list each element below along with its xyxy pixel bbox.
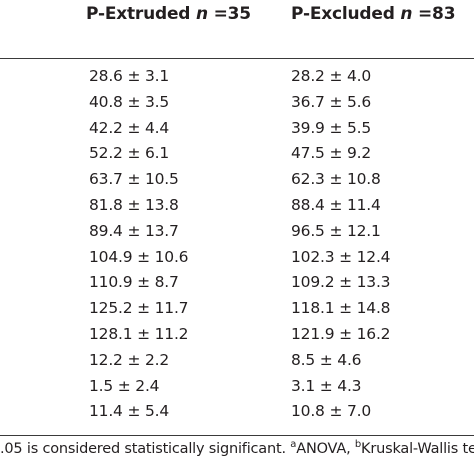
cell-p-excluded-value: 88.4 ± 11.4 (291, 195, 381, 214)
table-row: 12.2 ± 2.2 8.5 ± 4.6 (0, 348, 474, 374)
footnote-anova-text: ANOVA, (296, 441, 355, 457)
cell-p-extruded-value: 128.1 ± 11.2 (89, 324, 189, 343)
table-row: 1.5 ± 2.4 3.1 ± 4.3 (0, 374, 474, 400)
cell-p-excluded-value: 10.8 ± 7.0 (291, 402, 372, 421)
cell-p-excluded-value: 96.5 ± 12.1 (291, 221, 381, 240)
cell-p-excluded-value: 3.1 ± 4.3 (291, 376, 362, 395)
cell-p-excluded-value: 62.3 ± 10.8 (291, 170, 381, 189)
cell-p-extruded-value: 81.8 ± 13.8 (89, 195, 179, 214)
cell-p-excluded-value: 39.9 ± 5.5 (291, 118, 372, 137)
table-row: 104.9 ± 10.6 102.3 ± 12.4 (0, 245, 474, 271)
cell-p-extruded-value: 63.7 ± 10.5 (89, 170, 179, 189)
sample-size-symbol: n (400, 4, 413, 24)
table-row: 28.6 ± 3.1 28.2 ± 4.0 (0, 64, 474, 90)
cell-p-excluded-value: 118.1 ± 14.8 (291, 299, 391, 318)
table-row: 11.4 ± 5.4 10.8 ± 7.0 (0, 399, 474, 425)
table-header-rule (0, 58, 474, 59)
cell-p-extruded-value: 110.9 ± 8.7 (89, 273, 179, 292)
footnote-significance-text: .05 is considered statistically signific… (0, 441, 291, 457)
sample-size-value: =35 (213, 4, 252, 24)
column-header-p-extruded: P-Extruded n =35 (86, 4, 251, 24)
cell-p-extruded-value: 11.4 ± 5.4 (89, 402, 170, 421)
cell-p-excluded-value: 28.2 ± 4.0 (291, 67, 372, 85)
cell-p-extruded-value: 125.2 ± 11.7 (89, 299, 189, 318)
table-row: 63.7 ± 10.5 62.3 ± 10.8 (0, 167, 474, 193)
cell-p-excluded-value: 109.2 ± 13.3 (291, 273, 391, 292)
cell-p-extruded-value: 52.2 ± 6.1 (89, 144, 170, 163)
cell-p-extruded-value: 89.4 ± 13.7 (89, 221, 179, 240)
sample-size-symbol: n (196, 4, 208, 24)
column-header-label: P-Excluded (291, 4, 395, 24)
table-row: 125.2 ± 11.7 118.1 ± 14.8 (0, 296, 474, 322)
table-bottom-rule (0, 435, 474, 436)
table-row: 128.1 ± 11.2 121.9 ± 16.2 (0, 322, 474, 348)
cell-p-extruded-value: 42.2 ± 4.4 (89, 118, 170, 137)
table-footnote: .05 is considered statistically signific… (0, 439, 474, 458)
cell-p-extruded-value: 1.5 ± 2.4 (89, 376, 160, 395)
cell-p-excluded-value: 102.3 ± 12.4 (291, 247, 391, 266)
cell-p-extruded-value: 40.8 ± 3.5 (89, 92, 170, 111)
cell-p-excluded-value: 47.5 ± 9.2 (291, 144, 372, 163)
cell-p-extruded-value: 28.6 ± 3.1 (89, 67, 170, 85)
footnote-kruskal-text: Kruskal-Wallis test (361, 441, 474, 457)
table-row: 42.2 ± 4.4 39.9 ± 5.5 (0, 116, 474, 142)
cell-p-excluded-value: 121.9 ± 16.2 (291, 324, 391, 343)
table-row: 40.8 ± 3.5 36.7 ± 5.6 (0, 90, 474, 116)
table-row: 52.2 ± 6.1 47.5 ± 9.2 (0, 141, 474, 167)
column-header-label: P-Extruded (86, 4, 191, 24)
cell-p-extruded-value: 104.9 ± 10.6 (89, 247, 189, 266)
column-header-p-excluded: P-Excluded n =83 (291, 4, 456, 24)
cell-p-excluded-value: 8.5 ± 4.6 (291, 350, 362, 369)
cell-p-excluded-value: 36.7 ± 5.6 (291, 92, 372, 111)
table-body: 28.6 ± 3.1 28.2 ± 4.0 40.8 ± 3.5 36.7 ± 5.6… (0, 64, 474, 425)
table-row: 81.8 ± 13.8 88.4 ± 11.4 (0, 193, 474, 219)
footnote-superscript-a: a (290, 439, 297, 450)
cell-p-extruded-value: 12.2 ± 2.2 (89, 350, 170, 369)
table-row: 89.4 ± 13.7 96.5 ± 12.1 (0, 219, 474, 245)
table-row: 110.9 ± 8.7 109.2 ± 13.3 (0, 270, 474, 296)
footnote-superscript-b: b (354, 439, 362, 450)
sample-size-value: =83 (418, 4, 456, 24)
